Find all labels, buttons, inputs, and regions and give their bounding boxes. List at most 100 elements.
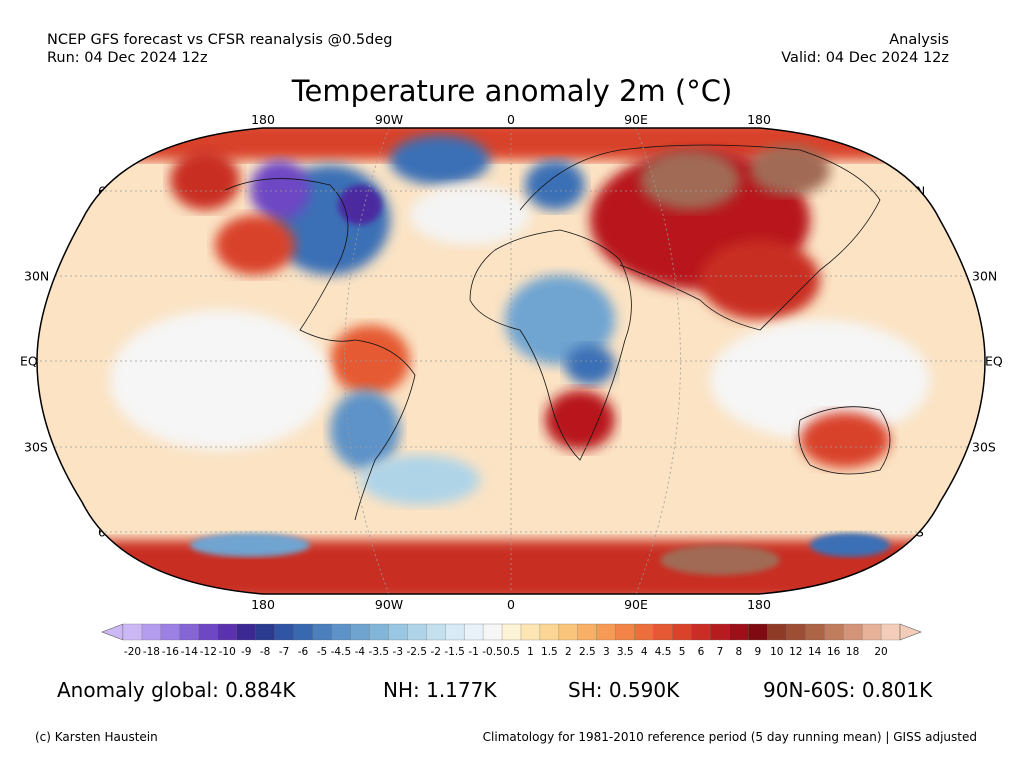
colorbar-tick: 7: [716, 646, 724, 658]
colorbar-cell: [236, 623, 257, 641]
colorbar-cell: [501, 623, 522, 641]
colorbar-cell: [880, 623, 901, 641]
colorbar-tick: 4: [640, 646, 648, 658]
colorbar-tick: -7: [278, 646, 290, 658]
lon-label-top-180w: 180: [251, 112, 275, 127]
colorbar-tick: -12: [199, 646, 217, 658]
coastline-eurasia: [519, 144, 881, 331]
colorbar-cell: [710, 623, 730, 641]
map-outline: [36, 127, 986, 595]
colorbar-tick: 9: [754, 646, 762, 658]
colorbar-cell: [691, 623, 711, 641]
lat-label-left-30n: 30N: [24, 268, 50, 284]
colorbar-tick: 18: [845, 646, 860, 658]
colorbar-cell: [312, 623, 332, 641]
climatology-note: Climatology for 1981-2010 reference peri…: [482, 730, 977, 744]
lon-label-bottom-180w: 180: [251, 597, 275, 612]
colorbar-tick: 2: [565, 646, 572, 658]
colorbar-cell: [293, 623, 313, 641]
colorbar-cell: [331, 623, 351, 641]
lon-label-bottom-90w: 90W: [374, 597, 404, 612]
colorbar-tick: -20: [123, 646, 142, 658]
colorbar-tick: 6: [697, 646, 705, 658]
colorbar-cell: [255, 623, 276, 641]
colorbar-cell: [729, 623, 749, 641]
colorbar-tick-labels: -20 -18 -16 -14 -12 -10 -9 -8 -7 -6 -5 -4.5 -4 -3.5 -3…: [0, 646, 1024, 662]
colorbar-cell: [596, 623, 617, 641]
colorbar-tick: -2.5: [406, 646, 427, 658]
colorbar-tick: 4.5: [654, 646, 672, 658]
colorbar-tick: -5: [316, 646, 328, 658]
colorbar-tick: -1.5: [444, 646, 465, 658]
colorbar-tick: 16: [827, 646, 841, 658]
colorbar-tick: -9: [240, 646, 252, 658]
lat-label-left-eq: EQ: [20, 353, 38, 369]
colorbar-cell: [843, 623, 863, 641]
lat-label-right-30n: 30N: [972, 268, 998, 284]
colorbar-cell: [122, 623, 143, 641]
lon-label-top-0: 0: [507, 112, 515, 127]
colorbar-cell: [748, 623, 768, 641]
colorbar-cell: [482, 623, 503, 641]
colorbar-tick: 3.5: [616, 646, 634, 658]
colorbar-cell: [179, 623, 200, 641]
colorbar: [101, 623, 922, 641]
colorbar-cell: [672, 623, 692, 641]
colorbar-cell: [558, 623, 579, 641]
analysis-label: Analysis: [889, 32, 949, 48]
colorbar-cell: [861, 623, 882, 641]
model-description: NCEP GFS forecast vs CFSR reanalysis @0.…: [47, 32, 393, 48]
colorbar-tick: -16: [161, 646, 179, 658]
colorbar-tick: 20: [874, 646, 888, 658]
colorbar-tick: 0.5: [503, 646, 520, 658]
colorbar-tick: 12: [789, 646, 803, 658]
lon-label-top-180e: 180: [747, 112, 771, 127]
coastline-australia: [798, 406, 891, 475]
lon-label-bottom-0: 0: [507, 597, 515, 612]
colorbar-cell: [198, 623, 219, 641]
colorbar-tick: 5: [678, 646, 686, 658]
run-time: Run: 04 Dec 2024 12z: [47, 50, 208, 66]
coastline-africa: [469, 229, 632, 461]
colorbar-cell: [653, 623, 674, 641]
lon-label-top-90w: 90W: [374, 112, 404, 127]
valid-time: Valid: 04 Dec 2024 12z: [781, 50, 949, 66]
anomaly-field: [37, 128, 985, 594]
colorbar-cell: [350, 623, 370, 641]
colorbar-cell: [141, 623, 162, 641]
colorbar-tick: -2: [430, 646, 441, 658]
colorbar-tick: -4.5: [330, 646, 352, 658]
stat-arctic: 90N-60S: 0.801K: [763, 678, 933, 702]
colorbar-tick: -4: [354, 646, 366, 658]
colorbar-tick: 1: [527, 646, 534, 658]
credit: (c) Karsten Haustein: [35, 730, 158, 744]
stat-sh: SH: 0.590K: [568, 678, 680, 702]
colorbar-cell: [805, 623, 825, 641]
colorbar-cell: [577, 623, 598, 641]
colorbar-cell: [274, 623, 295, 641]
colorbar-tick: 8: [735, 646, 743, 658]
lat-label-right-eq: EQ: [985, 353, 1003, 369]
colorbar-tick: -1: [468, 646, 479, 658]
colorbar-cell: [445, 623, 465, 641]
colorbar-cell: [388, 623, 408, 641]
colorbar-tick: -3: [392, 646, 404, 658]
colorbar-cell: [426, 623, 446, 641]
colorbar-tick: -18: [142, 646, 160, 658]
colorbar-cell: [615, 623, 636, 641]
lat-label-left-30s: 30S: [24, 439, 48, 455]
colorbar-cell: [824, 623, 844, 641]
colorbar-tick: 14: [808, 646, 822, 658]
colorbar-cell: [217, 623, 238, 641]
colorbar-cell: [407, 623, 427, 641]
colorbar-tick: -6: [297, 646, 309, 658]
graticule: [37, 128, 985, 594]
colorbar-tick: 2.5: [578, 646, 596, 658]
lon-label-bottom-180e: 180: [747, 597, 771, 612]
stat-global: Anomaly global: 0.884K: [57, 678, 296, 702]
colorbar-cell: [160, 623, 181, 641]
coastline-americas: [224, 178, 416, 521]
colorbar-tick: -0.5: [482, 646, 503, 658]
colorbar-tick: 1.5: [541, 646, 558, 658]
